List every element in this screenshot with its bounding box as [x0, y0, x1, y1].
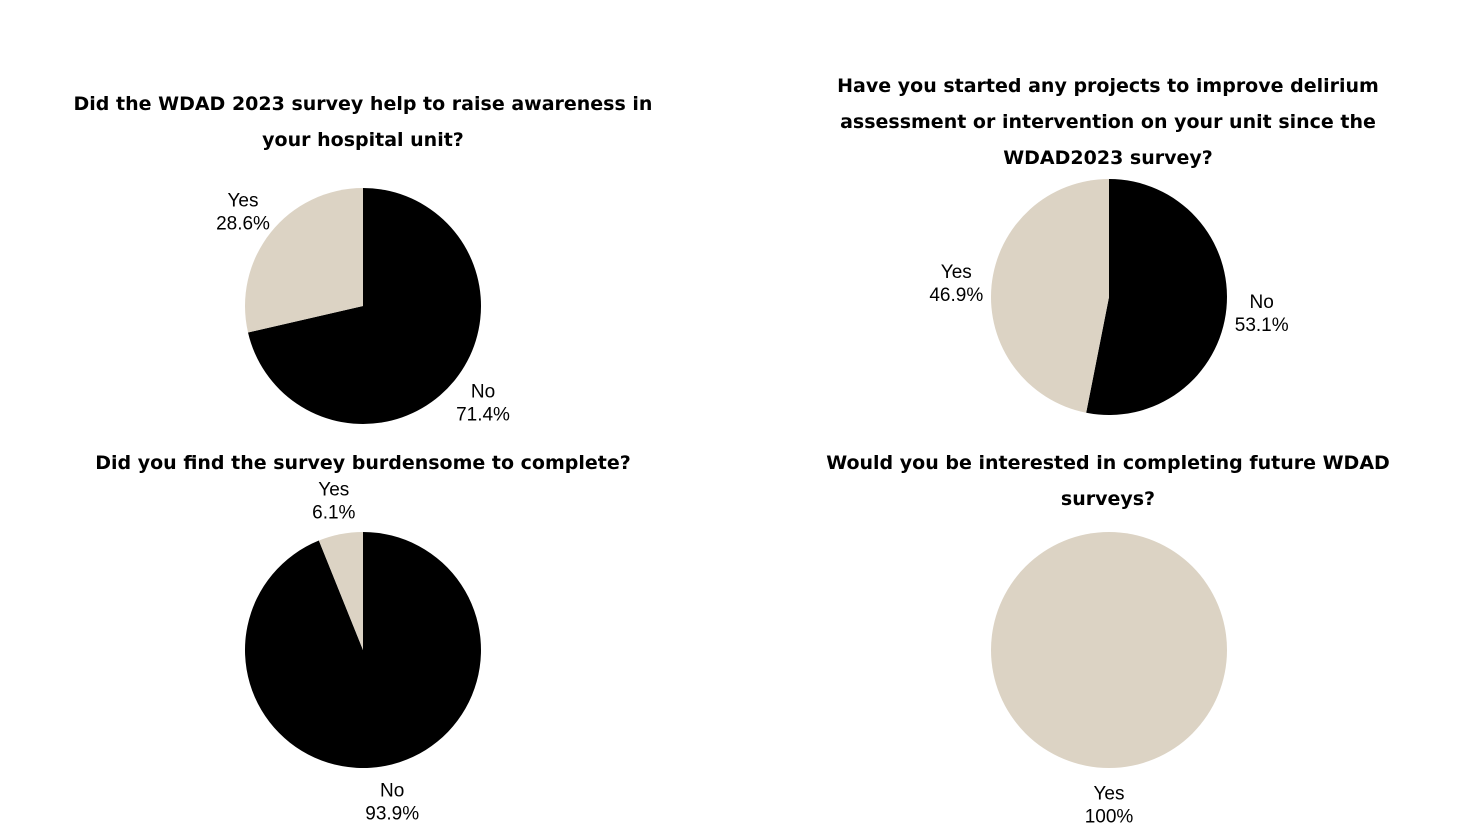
slice-value-future-surveys-yes: 100%	[1085, 806, 1134, 827]
chart-title-awareness: Did the WDAD 2023 survey help to raise a…	[73, 93, 653, 151]
slice-value-awareness-no: 71.4%	[456, 405, 510, 426]
slice-label-burdensome-no: No	[380, 781, 404, 802]
slice-label-awareness-no: No	[471, 382, 495, 403]
chart-title-future-surveys: Would you be interested in completing fu…	[826, 452, 1390, 510]
slice-value-projects-yes: 46.9%	[929, 285, 983, 306]
pie-slice-burdensome-yes	[318, 532, 363, 650]
pie-slice-burdensome-no	[244, 532, 481, 768]
slice-label-awareness-yes: Yes	[228, 191, 259, 212]
slice-label-projects-no: No	[1250, 292, 1274, 313]
slice-label-burdensome-yes: Yes	[318, 479, 349, 500]
slice-value-burdensome-no: 93.9%	[365, 804, 419, 825]
pie-slice-awareness-yes	[245, 188, 363, 333]
slice-value-burdensome-yes: 6.1%	[312, 502, 355, 523]
slice-label-projects-yes: Yes	[941, 262, 972, 283]
slice-value-awareness-yes: 28.6%	[216, 214, 270, 235]
chart-title-burdensome: Did you find the survey burdensome to co…	[95, 452, 631, 474]
pie-slice-projects-yes	[990, 179, 1109, 413]
pie-slice-awareness-no	[248, 188, 482, 424]
pie-slice-future-surveys-yes	[991, 532, 1227, 768]
chart-title-projects: Have you started any projects to improve…	[837, 75, 1379, 169]
slice-label-future-surveys-yes: Yes	[1094, 783, 1125, 804]
slice-value-projects-no: 53.1%	[1235, 315, 1289, 336]
pie-slice-projects-no	[1086, 179, 1227, 416]
